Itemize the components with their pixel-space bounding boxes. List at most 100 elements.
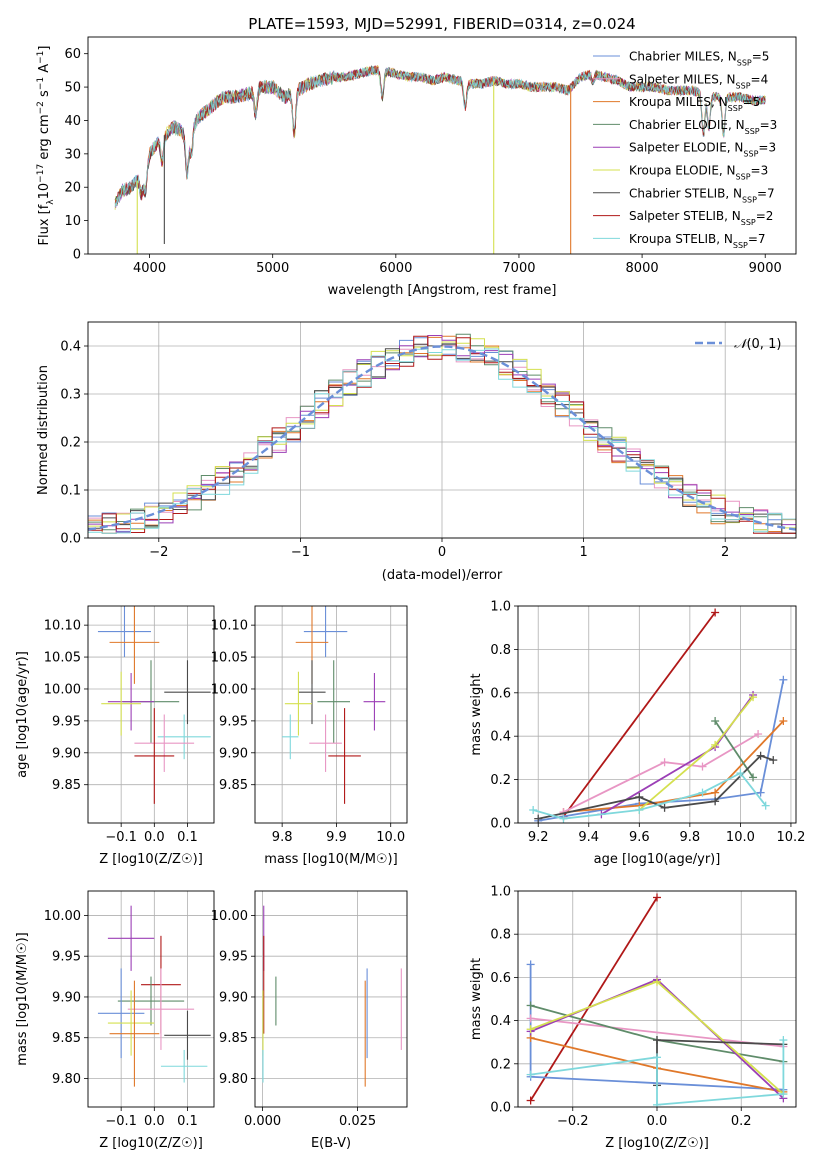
histogram-step-kroupa_stelib xyxy=(88,348,796,534)
y-tick-label: 40 xyxy=(64,114,81,129)
y-tick-label: 0 xyxy=(73,248,81,263)
x-tick-label: −0.2 xyxy=(557,1114,589,1129)
y-tick-label: 10.10 xyxy=(44,619,81,634)
mass_weight_vs_age-ylabel: mass weight xyxy=(469,673,484,755)
mass_vs_Z-ylabel: mass [log10(M/M☉)] xyxy=(15,932,30,1065)
legend-label-normal: 𝒩(0, 1) xyxy=(734,337,781,352)
x-tick-label: 4000 xyxy=(133,261,166,276)
x-tick-label: 5000 xyxy=(256,261,289,276)
age_vs_mass-xlabel: mass [log10(M/M☉)] xyxy=(264,852,397,867)
x-tick-label: 9.2 xyxy=(528,830,549,845)
mass_weight_vs_Z-frame xyxy=(517,890,797,1108)
y-tick-label: 0.4 xyxy=(490,730,511,745)
age_vs_mass-frame xyxy=(254,605,408,824)
y-tick-label: 0.6 xyxy=(490,686,511,701)
mass_weight_vs_age-frame xyxy=(517,605,797,824)
series-line-kroupa_stelib xyxy=(532,771,767,820)
y-tick-label: 10.05 xyxy=(44,651,81,666)
x-tick-label: 0.1 xyxy=(177,1114,198,1129)
mass_vs_Z-points xyxy=(97,905,211,1087)
mass_vs_Z-frame xyxy=(87,890,215,1108)
residual-bars xyxy=(88,333,796,534)
legend-label-kroupa_elodie: Kroupa ELODIE, NSSP=3 xyxy=(629,164,768,182)
legend-label-chabrier_elodie: Chabrier ELODIE, NSSP=3 xyxy=(629,118,777,136)
y-tick-label: 0.2 xyxy=(490,1057,511,1072)
histogram-step-kroupa_elodie xyxy=(88,338,796,534)
x-tick-label: 9.6 xyxy=(629,830,650,845)
x-tick-label: −0.1 xyxy=(105,1114,137,1129)
y-tick-label: 10.05 xyxy=(211,651,248,666)
legend-label-chabrier_stelib: Chabrier STELIB, NSSP=7 xyxy=(629,186,775,204)
mass_vs_ebv-frame xyxy=(254,890,408,1108)
age_vs_Z-xlabel: Z [log10(Z/Z☉)] xyxy=(99,852,203,867)
y-tick-label: 0.6 xyxy=(490,971,511,986)
residuals-frame xyxy=(87,321,797,539)
legend-label-salpeter_stelib: Salpeter STELIB, NSSP=2 xyxy=(629,209,773,227)
y-tick-label: 20 xyxy=(64,181,81,196)
series-line-salpeter_miles xyxy=(530,1017,784,1048)
spectrum-frame xyxy=(87,36,797,255)
y-tick-label: 0.8 xyxy=(490,643,511,658)
legend-label-kroupa_stelib: Kroupa STELIB, NSSP=7 xyxy=(629,232,766,250)
y-tick-label: 9.80 xyxy=(219,1072,248,1087)
spectrum-legend: Chabrier MILES, NSSP=5 Salpeter MILES, NS… xyxy=(593,50,777,250)
residuals-xlabel: (data-model)/error xyxy=(382,568,503,583)
y-tick-label: 9.85 xyxy=(52,778,81,793)
x-tick-label: 6000 xyxy=(379,261,412,276)
y-tick-label: 9.95 xyxy=(219,950,248,965)
x-tick-label: 2 xyxy=(721,545,729,560)
x-tick-label: 9000 xyxy=(749,261,782,276)
y-tick-label: 0.2 xyxy=(490,773,511,788)
x-tick-label: 0 xyxy=(438,545,446,560)
y-tick-label: 0.4 xyxy=(60,340,81,355)
spectrum-xlabel: wavelength [Angstrom, rest frame] xyxy=(328,283,557,298)
spectrum-ylabel: Flux [fλ10−17 erg cm−2 s−1 A−1] xyxy=(36,46,56,246)
spectrum-lines xyxy=(114,64,766,254)
histogram-step-chabrier_stelib xyxy=(88,343,796,534)
series-line-salpeter_stelib xyxy=(529,897,658,1101)
y-tick-label: 0.0 xyxy=(60,532,81,547)
series-line-salpeter_stelib xyxy=(562,611,716,818)
x-tick-label: 9.4 xyxy=(578,830,599,845)
series-line-salpeter_miles xyxy=(563,733,759,813)
y-tick-label: 0.4 xyxy=(490,1014,511,1029)
age_vs_mass-points xyxy=(282,606,386,804)
y-tick-label: 1.0 xyxy=(490,600,511,615)
residuals-ylabel: Normed distribution xyxy=(36,365,51,495)
y-tick-label: 30 xyxy=(64,147,81,162)
x-tick-label: 1 xyxy=(579,545,587,560)
x-tick-label: 0.1 xyxy=(177,830,198,845)
x-tick-label: 0.0 xyxy=(647,1114,668,1129)
y-tick-label: 60 xyxy=(64,47,81,62)
histogram-step-salpeter_stelib xyxy=(88,335,796,534)
mass_weight_vs_Z-series xyxy=(526,893,788,1107)
x-tick-label: 10.2 xyxy=(776,830,805,845)
mass_weight_vs_age-series xyxy=(529,608,788,823)
mass_vs_ebv-axes: 0.000 0.025 9.80 9.85 9.90 9.95 10.00 xyxy=(211,891,407,1129)
y-tick-label: 10.10 xyxy=(211,619,248,634)
x-tick-label: 0.000 xyxy=(244,1114,281,1129)
x-tick-label: 7000 xyxy=(502,261,535,276)
legend-label-kroupa_miles: Kroupa MILES, NSSP=5 xyxy=(629,95,760,113)
age_vs_Z-points xyxy=(97,606,211,804)
y-tick-label: 9.90 xyxy=(219,990,248,1005)
y-tick-label: 50 xyxy=(64,81,81,96)
y-tick-label: 0.0 xyxy=(490,817,511,832)
mass_weight_vs_Z-ylabel: mass weight xyxy=(469,958,484,1040)
y-tick-label: 0.0 xyxy=(490,1101,511,1116)
x-tick-label: −2 xyxy=(149,545,168,560)
age_vs_Z-ylabel: age [log10(age/yr)] xyxy=(15,651,30,778)
mass_vs_ebv-xlabel: E(B-V) xyxy=(311,1136,351,1151)
y-tick-label: 1.0 xyxy=(490,885,511,900)
mass_weight_vs_Z-xlabel: Z [log10(Z/Z☉)] xyxy=(605,1136,709,1151)
y-tick-label: 9.90 xyxy=(219,746,248,761)
histogram-step-salpeter_elodie xyxy=(88,335,796,534)
y-tick-label: 0.2 xyxy=(60,436,81,451)
y-tick-label: 9.80 xyxy=(52,1072,81,1087)
x-tick-label: 10.0 xyxy=(376,830,405,845)
y-tick-label: 9.90 xyxy=(52,990,81,1005)
x-tick-label: 10.0 xyxy=(726,830,755,845)
spectrum-axes: 4000 5000 6000 7000 8000 9000 0 10 20 30 40 50 60 xyxy=(64,47,781,276)
x-tick-label: 9.8 xyxy=(272,830,293,845)
